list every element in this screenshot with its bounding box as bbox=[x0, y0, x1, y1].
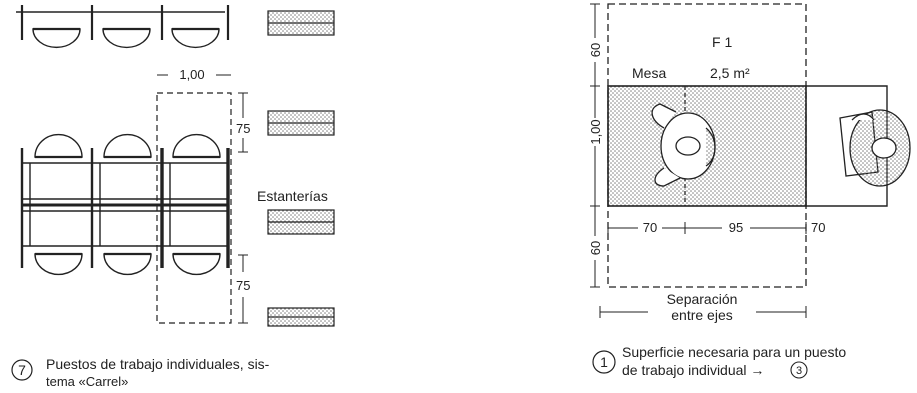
table-label: Mesa bbox=[632, 65, 666, 81]
chair-icon bbox=[102, 27, 151, 49]
dimension-lines bbox=[590, 3, 807, 318]
chair-icon bbox=[103, 133, 152, 159]
axis-label-line-2: entre ejes bbox=[671, 307, 732, 323]
chair-icon bbox=[103, 252, 152, 276]
dim-70-right-label: 70 bbox=[811, 220, 825, 235]
dim-width-label: 1,00 bbox=[179, 67, 204, 82]
chair-icon bbox=[32, 27, 81, 49]
dim-bottom-label: 60 bbox=[588, 241, 603, 255]
dim-top-label: 75 bbox=[236, 121, 250, 136]
person-icon bbox=[651, 103, 716, 187]
shelves-label: Estanterías bbox=[257, 188, 328, 204]
axis-label-line-1: Separación bbox=[667, 291, 738, 307]
dim-middle-label: 1,00 bbox=[588, 119, 603, 144]
dim-top-label: 60 bbox=[588, 43, 603, 57]
workstation-plan bbox=[590, 3, 911, 318]
module-outline bbox=[156, 92, 232, 324]
dim-bottom-label: 75 bbox=[236, 278, 250, 293]
caption-line-1: Superficie necesaria para un puesto bbox=[622, 344, 846, 360]
dim-95-label: 95 bbox=[729, 220, 743, 235]
right-caption: 1 Superficie necesaria para un puesto de… bbox=[592, 344, 846, 379]
chair-icon bbox=[171, 27, 220, 49]
caption-line-1: Puestos de trabajo individuales, sis- bbox=[46, 356, 270, 372]
chair-icon bbox=[34, 133, 83, 159]
caption-line-2: tema «Carrel» bbox=[46, 374, 128, 389]
person-icon bbox=[839, 109, 911, 187]
left-caption: 7 Puestos de trabajo individuales, sis- … bbox=[11, 356, 270, 389]
dimension-lines bbox=[157, 74, 248, 324]
shelf-units bbox=[267, 10, 335, 327]
chair-icon bbox=[172, 252, 221, 276]
caption-line-2: de trabajo individual → bbox=[622, 362, 764, 378]
chair-icon bbox=[34, 252, 83, 276]
area-value: 2,5 m² bbox=[710, 65, 750, 81]
area-label: F 1 bbox=[712, 34, 732, 50]
carrel-block bbox=[20, 133, 230, 276]
top-carrel-row bbox=[16, 5, 230, 49]
caption-number: 1 bbox=[600, 354, 608, 370]
caption-number: 7 bbox=[18, 362, 26, 378]
dim-70-left-label: 70 bbox=[643, 220, 657, 235]
caption-reference: 3 bbox=[796, 365, 802, 377]
chair-icon bbox=[172, 133, 221, 159]
carrel-plan bbox=[16, 5, 335, 327]
